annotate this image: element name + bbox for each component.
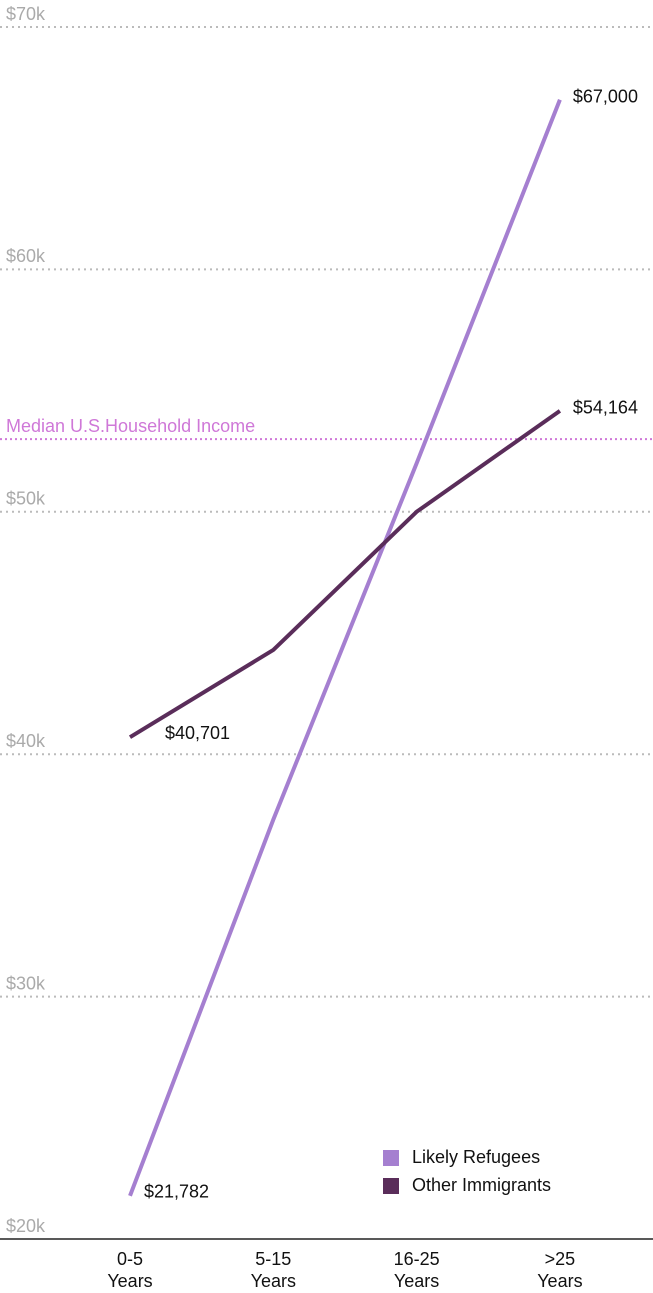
- legend-label: Other Immigrants: [412, 1175, 551, 1195]
- line: [128, 409, 562, 739]
- data-label: $67,000: [573, 86, 638, 106]
- y-tick-label: $70k: [6, 4, 46, 24]
- data-label: $54,164: [573, 398, 638, 418]
- legend-swatch: [383, 1178, 399, 1194]
- x-tick-label: >25 Years: [537, 1249, 582, 1291]
- legend-swatch: [383, 1150, 399, 1166]
- y-tick-label: $50k: [6, 489, 46, 509]
- line: [128, 98, 562, 1197]
- y-tick-label: $40k: [6, 731, 46, 751]
- data-label: $21,782: [144, 1182, 209, 1202]
- data-label: $40,701: [165, 723, 230, 743]
- y-tick-label: $20k: [6, 1216, 46, 1236]
- y-tick-label: $30k: [6, 973, 46, 993]
- y-tick-label: $60k: [6, 246, 46, 266]
- x-tick-label: 0-5 Years: [107, 1249, 152, 1291]
- x-tick-label: 5-15 Years: [251, 1249, 296, 1291]
- reference-label: Median U.S.Household Income: [6, 416, 255, 436]
- legend-label: Likely Refugees: [412, 1147, 540, 1167]
- x-tick-label: 16-25 Years: [394, 1249, 440, 1291]
